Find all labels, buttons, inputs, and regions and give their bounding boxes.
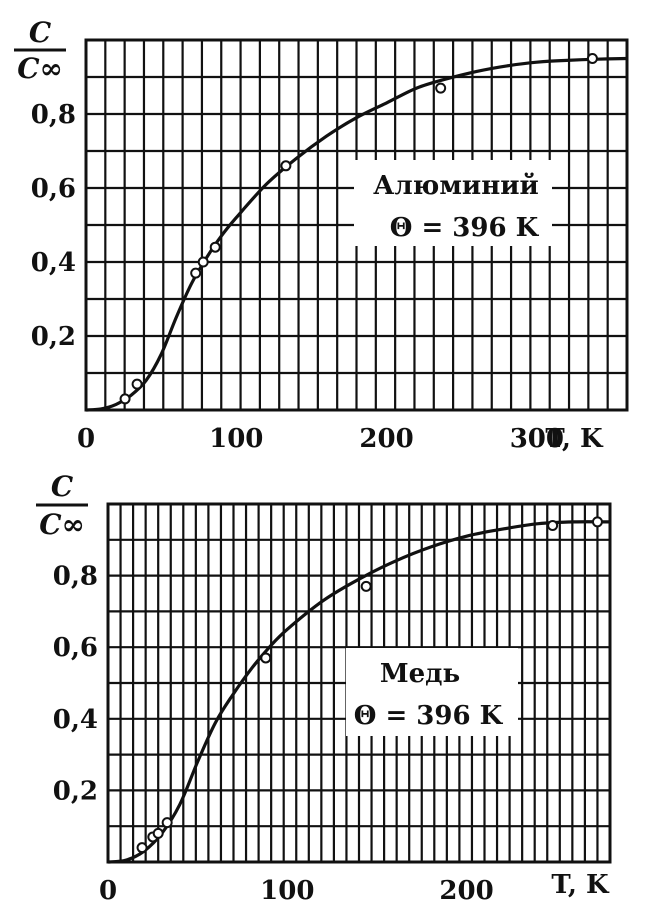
x-tick-label: 200 bbox=[359, 424, 413, 454]
x-axis-label: T, K bbox=[545, 424, 604, 454]
series-curve bbox=[85, 56, 628, 412]
y-tick-label: 0,4 bbox=[31, 248, 76, 278]
chart-copper: 0,2 0,4 0,6 0,8 0 100 200 C C∞ T, K Медь Θ = … bbox=[36, 470, 612, 906]
data-point bbox=[131, 378, 143, 390]
data-point bbox=[260, 652, 272, 664]
annotation-box bbox=[346, 648, 518, 736]
data-point bbox=[591, 516, 603, 528]
data-point bbox=[280, 160, 292, 172]
data-point bbox=[586, 53, 598, 64]
annotation-box bbox=[354, 160, 552, 246]
x-tick-labels: 0 100 200 300 bbox=[77, 424, 564, 454]
chart-aluminum: 0,2 0,4 0,6 0,8 0 100 200 300 C C∞ T, K Алюмин… bbox=[14, 16, 629, 454]
data-point bbox=[161, 817, 173, 829]
x-tick-label: 300 bbox=[510, 424, 564, 454]
annotation-theta: Θ = 396 K bbox=[390, 213, 540, 243]
data-point bbox=[136, 842, 148, 854]
y-tick-labels: 0,2 0,4 0,6 0,8 bbox=[31, 100, 76, 352]
x-tick-label: 200 bbox=[439, 876, 493, 906]
x-tick-label: 100 bbox=[260, 876, 314, 906]
data-points bbox=[119, 53, 598, 405]
data-point bbox=[209, 241, 221, 253]
annotation-material: Медь bbox=[380, 659, 460, 689]
y-axis-label-numerator: C bbox=[29, 16, 52, 49]
y-tick-label: 0,2 bbox=[53, 776, 98, 806]
y-tick-label: 0,6 bbox=[53, 633, 98, 663]
x-tick-labels: 0 100 200 bbox=[99, 876, 494, 906]
plot-frame bbox=[84, 38, 629, 412]
data-point bbox=[152, 827, 164, 839]
y-tick-label: 0,8 bbox=[53, 562, 98, 592]
data-point bbox=[435, 82, 447, 94]
y-axis-label-denominator: C∞ bbox=[39, 508, 85, 541]
annotation-theta: Θ = 396 K bbox=[354, 701, 504, 731]
data-point bbox=[547, 519, 559, 531]
annotation-material: Алюминий bbox=[373, 171, 539, 201]
data-point bbox=[119, 393, 131, 405]
plot-frame bbox=[106, 502, 612, 864]
x-tick-label: 0 bbox=[99, 876, 117, 906]
x-tick-label: 100 bbox=[209, 424, 263, 454]
y-axis-label-denominator: C∞ bbox=[17, 52, 63, 85]
y-tick-label: 0,8 bbox=[31, 100, 76, 130]
data-point bbox=[360, 580, 372, 592]
data-point bbox=[190, 267, 202, 279]
y-tick-label: 0,4 bbox=[53, 705, 98, 735]
y-tick-labels: 0,2 0,4 0,6 0,8 bbox=[53, 562, 98, 807]
y-axis-label-numerator: C bbox=[51, 470, 74, 503]
data-point bbox=[197, 256, 209, 268]
x-tick-label: 0 bbox=[77, 424, 95, 454]
y-tick-label: 0,2 bbox=[31, 322, 76, 352]
data-points bbox=[136, 516, 603, 854]
y-tick-label: 0,6 bbox=[31, 174, 76, 204]
x-axis-label: T, K bbox=[551, 870, 610, 900]
